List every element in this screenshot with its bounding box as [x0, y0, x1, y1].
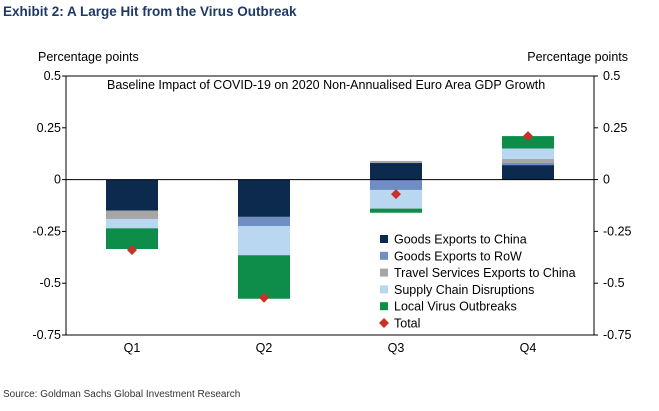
y-tick-label-left: 0	[54, 173, 61, 187]
total-marker	[523, 131, 533, 142]
bar-segment	[238, 255, 290, 299]
bar-segment	[106, 228, 158, 250]
legend-label: Goods Exports to RoW	[394, 249, 522, 263]
y-tick-label-right: -0.5	[603, 276, 625, 290]
bar-segment	[238, 216, 290, 227]
legend-label: Travel Services Exports to China	[394, 266, 576, 280]
bar-segment	[106, 218, 158, 229]
y-tick-label-left: -0.25	[33, 224, 62, 238]
plot-frame	[65, 75, 595, 336]
x-tick-label: Q1	[124, 341, 141, 355]
y-axis-label-right: Percentage points	[527, 50, 628, 64]
legend-swatch	[380, 302, 388, 311]
legend-label: Goods Exports to China	[394, 233, 527, 247]
bar-segment	[238, 226, 290, 256]
legend-label: Total	[394, 317, 420, 331]
bar-segment	[502, 148, 554, 159]
bar-segment	[370, 189, 422, 209]
legend-label: Supply Chain Disruptions	[394, 283, 534, 297]
y-tick-label-left: 0.25	[37, 121, 61, 135]
legend-swatch	[380, 235, 388, 243]
y-tick-label-right: 0.5	[603, 69, 620, 83]
y-tick-label-right: 0.25	[603, 121, 627, 135]
bar-segment	[502, 165, 554, 180]
legend-swatch	[379, 318, 389, 328]
total-marker	[391, 189, 401, 200]
x-tick-label: Q4	[520, 341, 537, 355]
exhibit-title: Exhibit 2: A Large Hit from the Virus Ou…	[3, 4, 297, 19]
legend-swatch	[380, 251, 388, 260]
legend-swatch	[380, 285, 388, 294]
bar-segment	[502, 163, 554, 166]
legend-label: Local Virus Outbreaks	[394, 300, 517, 314]
source-note: Source: Goldman Sachs Global Investment …	[3, 389, 241, 400]
y-tick-label-left: -0.75	[33, 328, 62, 342]
legend: Goods Exports to China Goods Exports to R…	[379, 233, 576, 331]
bar-segment	[370, 208, 422, 213]
bar-segment	[106, 179, 158, 211]
total-marker	[127, 245, 137, 256]
bar-segment	[370, 179, 422, 190]
y-tick-label-left: -0.5	[39, 276, 61, 290]
total-marker	[259, 292, 269, 303]
bar-segment	[502, 158, 554, 164]
y-tick-label-right: -0.25	[603, 224, 632, 238]
bar-segment	[238, 179, 290, 217]
bar-segment	[370, 160, 422, 164]
bar-segment	[106, 210, 158, 219]
y-axis-label-left: Percentage points	[38, 50, 139, 64]
bar-segment	[370, 163, 422, 180]
x-tick-label: Q3	[388, 341, 405, 355]
x-tick-label: Q2	[256, 341, 273, 355]
y-tick-label-right: 0	[603, 173, 610, 187]
bar-segment	[502, 136, 554, 149]
chart: Percentage points Percentage points Base…	[33, 50, 632, 355]
y-tick-label-left: 0.5	[44, 69, 61, 83]
legend-swatch	[380, 268, 388, 277]
chart-title: Baseline Impact of COVID-19 on 2020 Non-…	[107, 78, 545, 92]
y-tick-label-right: -0.75	[603, 328, 632, 342]
